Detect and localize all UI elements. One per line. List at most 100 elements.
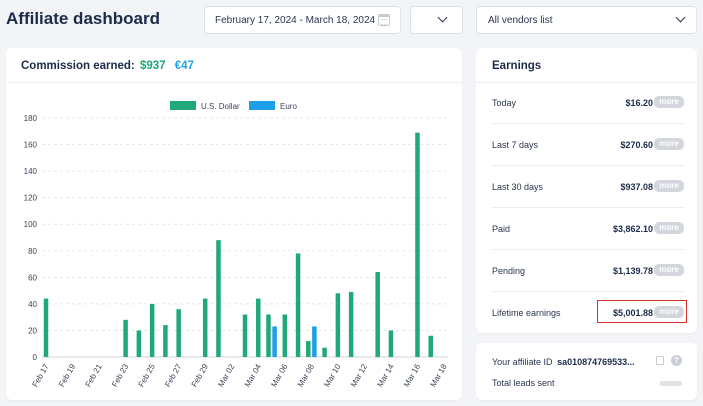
leads-value-placeholder [660,381,682,386]
earnings-value: $270.60 [620,140,653,150]
x-tick-label: Feb 29 [190,362,211,389]
earnings-value: $16.20 [625,98,653,108]
more-button[interactable]: more [654,222,684,234]
affiliate-card: Your affiliate ID sa010874769533... ? To… [476,343,697,400]
x-tick-label: Feb 19 [57,362,78,389]
earnings-value: $937.08 [620,182,653,192]
legend-label-eur: Euro [280,102,297,111]
page-title: Affiliate dashboard [6,9,160,28]
x-tick-label: Feb 17 [30,362,51,389]
date-range-value: February 17, 2024 - March 18, 2024 [215,15,376,26]
y-tick-label: 100 [24,220,38,229]
x-tick-label: Mar 04 [243,362,264,389]
bar-usd [123,319,128,357]
x-tick-label: Mar 14 [375,362,396,389]
earnings-label: Pending [492,266,526,276]
bar-usd [415,132,420,357]
earnings-label: Lifetime earnings [492,308,561,318]
bar-usd [375,272,380,357]
y-tick-label: 160 [24,141,38,150]
leads-row: Total leads sent [492,378,555,388]
bar-usd [306,341,311,357]
bar-eur [312,326,317,357]
leads-label: Total leads sent [492,378,555,388]
bar-eur [272,326,277,357]
x-tick-label: Mar 18 [428,362,449,389]
x-tick-label: Mar 16 [402,362,423,389]
y-tick-label: 140 [24,167,38,176]
help-icon[interactable]: ? [671,355,682,366]
affiliate-id-value: sa010874769533... [557,357,635,367]
y-tick-label: 0 [33,353,38,362]
earnings-label: Paid [492,224,511,234]
legend-label-usd: U.S. Dollar [201,102,240,111]
x-tick-label: Mar 02 [216,362,237,389]
bar-usd [428,335,433,357]
x-tick-label: Feb 25 [137,362,158,389]
earnings-card: Earnings Today $16.20 more Last 7 days $… [476,48,697,333]
chevron-down-icon [437,12,448,23]
card-divider [476,82,697,83]
x-tick-label: Feb 23 [110,362,131,389]
currency-dropdown[interactable] [410,6,463,34]
earnings-value: $5,001.88 [612,308,653,318]
affiliate-id-label: Your affiliate ID [492,357,553,367]
x-tick-label: Mar 10 [322,362,343,389]
bar-usd [202,298,208,357]
legend-swatch-eur [249,101,275,110]
commission-label: Commission earned: [21,60,135,72]
x-tick-label: Mar 06 [269,362,290,389]
y-tick-label: 80 [28,247,37,256]
commission-chart: 0 20 40 60 80 100 120 140 160 180 Feb 17 Feb 19 Feb … [24,101,449,389]
lifetime-highlight-box [597,300,687,323]
x-tick-label: Mar 12 [349,362,370,389]
more-button[interactable]: more [654,264,684,276]
x-tick-label: Feb 21 [84,362,105,389]
bar-usd [335,293,341,357]
commission-header: Commission earned: $937 €47 [21,60,194,72]
x-tick-label: Mar 08 [296,362,317,389]
chevron-down-icon [675,12,686,23]
more-button[interactable]: more [654,180,684,192]
y-tick-label: 60 [28,273,37,282]
commission-eur-total: €47 [174,60,194,72]
copy-icon[interactable] [656,356,664,365]
earnings-row-paid: Paid $3,862.10 more [492,208,684,250]
bar-usd [282,314,288,357]
earnings-label: Last 7 days [492,140,539,150]
earnings-label: Last 30 days [492,182,544,192]
commission-card: Commission earned: $937 €47 0 20 40 60 80 100… [6,48,462,400]
bar-usd [348,291,354,357]
legend-swatch-usd [170,101,196,110]
calendar-icon[interactable] [378,14,390,26]
bar-usd [256,298,261,357]
y-tick-label: 180 [24,114,38,123]
card-divider [6,82,462,83]
more-button[interactable]: more [654,138,684,150]
bar-usd [295,253,301,357]
more-button[interactable]: more [654,96,684,108]
bar-usd [266,314,271,357]
x-tick-label: Feb 27 [163,362,184,389]
commission-usd-total: $937 [139,60,166,72]
vendors-dropdown[interactable]: All vendors list [476,6,697,34]
earnings-title: Earnings [492,60,542,72]
y-tick-label: 40 [28,300,37,309]
bar-usd [163,325,168,357]
vendors-dropdown-value: All vendors list [488,15,553,26]
earnings-row-pending: Pending $1,139.78 more [492,250,684,292]
earnings-row-last-30-days: Last 30 days $937.08 more [492,166,684,208]
bar-usd [388,330,394,357]
earnings-label: Today [492,98,517,108]
y-tick-label: 20 [28,326,37,335]
earnings-row-lifetime: Lifetime earnings $5,001.88 more [492,292,684,334]
earnings-row-last-7-days: Last 7 days $270.60 more [492,124,684,166]
bar-usd [149,303,155,357]
date-range-picker[interactable]: February 17, 2024 - March 18, 2024 [204,6,401,34]
more-button[interactable]: more [654,306,684,318]
bar-usd [322,347,327,357]
bar-usd [216,240,221,357]
earnings-row-today: Today $16.20 more [492,82,684,124]
bar-usd [136,330,142,357]
y-tick-label: 120 [24,194,38,203]
